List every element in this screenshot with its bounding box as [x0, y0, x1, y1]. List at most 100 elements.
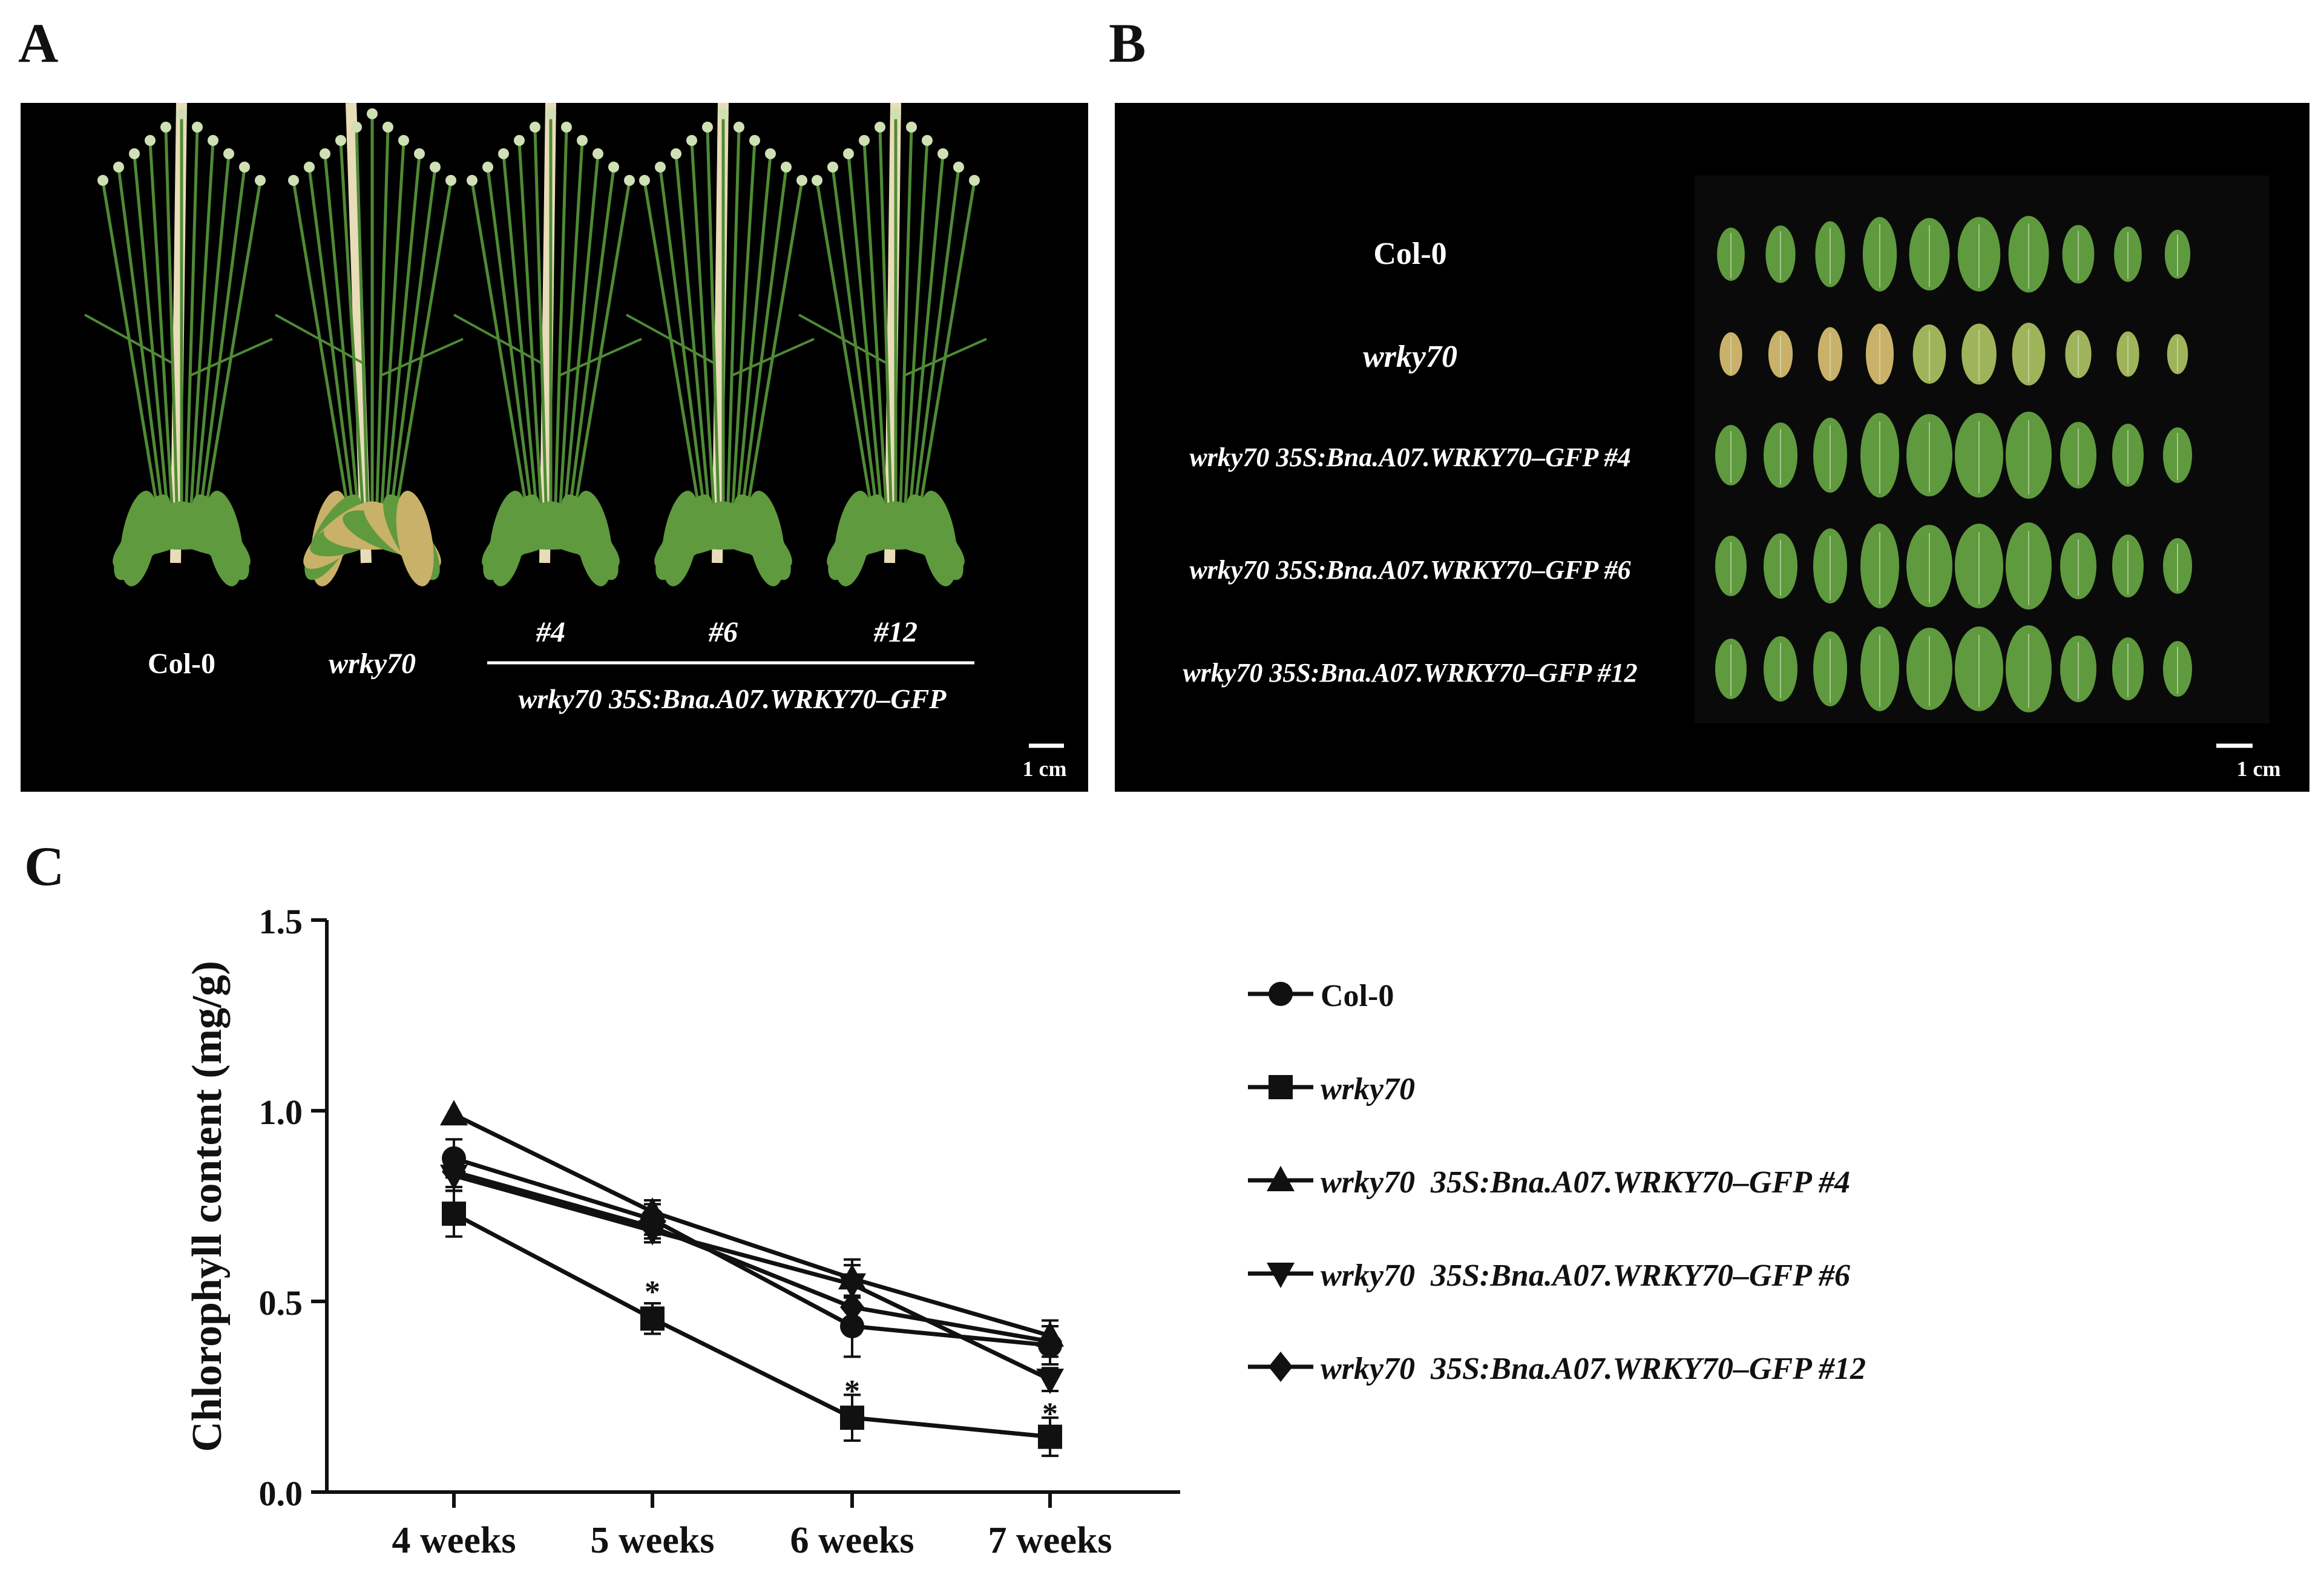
- stem: [453, 314, 542, 364]
- data-point: [840, 1314, 864, 1338]
- scale-bar-b-label: 1 cm: [2237, 757, 2281, 781]
- stem: [381, 338, 464, 376]
- flower: [875, 122, 885, 133]
- flower: [812, 175, 822, 186]
- stem: [190, 338, 273, 376]
- stem: [323, 154, 363, 545]
- x-ticks: 4 weeks 5 weeks 6 weeks 7 weeks: [392, 1492, 1112, 1561]
- stem: [556, 141, 584, 545]
- stem: [470, 181, 534, 545]
- flower: [796, 175, 807, 186]
- rosette-leaf: [205, 490, 243, 587]
- stem: [164, 128, 180, 545]
- panel-letter-a: A: [18, 12, 58, 74]
- series-line: [453, 1113, 1051, 1338]
- stem: [732, 154, 772, 545]
- stem: [502, 154, 542, 545]
- stem: [133, 154, 172, 545]
- stem: [831, 168, 883, 545]
- data-point: [1267, 1263, 1295, 1288]
- label-line-6: #6: [708, 616, 738, 648]
- stem: [912, 181, 976, 545]
- flower: [335, 135, 346, 146]
- flower: [765, 148, 776, 159]
- label-line-4: #4: [536, 616, 565, 648]
- flower: [718, 108, 729, 119]
- data-point: [442, 1156, 466, 1187]
- legend-label: wrky70 35S:Bna.A07.WRKY70–GFP #4: [1321, 1165, 1850, 1200]
- stem: [339, 141, 367, 545]
- panel-b-photo: Col-0 wrky70 wrky70 35S:Bna.A07.WRKY70–G…: [1115, 103, 2309, 792]
- stake: [346, 102, 372, 564]
- stem: [198, 181, 262, 545]
- stem: [374, 128, 390, 545]
- flower: [639, 175, 650, 186]
- stem: [191, 154, 231, 545]
- plant-group: [84, 102, 987, 587]
- legend-label: Col-0: [1321, 979, 1394, 1013]
- stem: [736, 168, 788, 545]
- flower: [467, 175, 478, 186]
- data-point: [640, 1212, 665, 1243]
- flower: [859, 135, 870, 146]
- label-wrky70: wrky70: [329, 648, 416, 680]
- stem: [725, 128, 741, 545]
- group-label: wrky70 35S:Bna.A07.WRKY70–GFP: [519, 683, 947, 714]
- y-ticks: 0.0 0.5 1.0 1.5: [259, 902, 327, 1513]
- flower: [430, 162, 441, 173]
- rosette-leaf: [747, 490, 785, 587]
- flower: [624, 175, 635, 186]
- data-point: [442, 1202, 466, 1226]
- flower: [288, 175, 299, 186]
- stem: [847, 154, 887, 545]
- series-line: [453, 1156, 1051, 1347]
- flower: [843, 148, 854, 159]
- significance-star: *: [645, 1275, 660, 1309]
- flower: [498, 148, 509, 159]
- stem: [732, 338, 815, 376]
- flower: [145, 135, 156, 146]
- stem: [690, 141, 718, 545]
- y-tick-label: 0.5: [259, 1283, 303, 1323]
- flower: [398, 135, 409, 146]
- flower: [592, 148, 603, 159]
- data-point: [1269, 1352, 1293, 1382]
- flower: [176, 108, 187, 119]
- flower: [223, 148, 234, 159]
- legend-label: wrky70 35S:Bna.A07.WRKY70–GFP #6: [1321, 1258, 1850, 1293]
- data-point: [1038, 1424, 1062, 1449]
- flower: [255, 175, 266, 186]
- flower: [671, 148, 681, 159]
- flower: [655, 162, 666, 173]
- y-tick-label: 0.0: [259, 1474, 303, 1513]
- rosette-leaf: [574, 490, 612, 587]
- flower: [781, 162, 792, 173]
- rosette-leaf: [396, 490, 434, 587]
- x-tick-label: 7 weeks: [988, 1520, 1112, 1561]
- flower: [514, 135, 525, 146]
- stem: [101, 181, 165, 545]
- data-point: [840, 1292, 864, 1323]
- stem: [905, 154, 945, 545]
- stem: [567, 181, 631, 545]
- plant: [626, 102, 815, 587]
- legend-label: wrky70: [1321, 1072, 1415, 1106]
- y-axis-title: Chlorophyll content (mg/g): [184, 961, 231, 1452]
- stem: [148, 141, 176, 545]
- data-point: [1038, 1326, 1062, 1357]
- flower: [192, 122, 203, 133]
- stem: [385, 168, 437, 545]
- flower: [97, 175, 108, 186]
- scale-bar-a-label: 1 cm: [1023, 757, 1067, 781]
- row-label-line-12: wrky70 35S:Bna.A07.WRKY70–GFP #12: [1183, 658, 1637, 688]
- flower: [414, 148, 425, 159]
- stem: [275, 314, 364, 364]
- row-label-line-6: wrky70 35S:Bna.A07.WRKY70–GFP #6: [1189, 555, 1630, 585]
- stem: [815, 181, 879, 545]
- flower: [890, 108, 901, 119]
- flower: [320, 148, 330, 159]
- data-point: [840, 1406, 864, 1430]
- flower: [113, 162, 124, 173]
- stem: [307, 168, 359, 545]
